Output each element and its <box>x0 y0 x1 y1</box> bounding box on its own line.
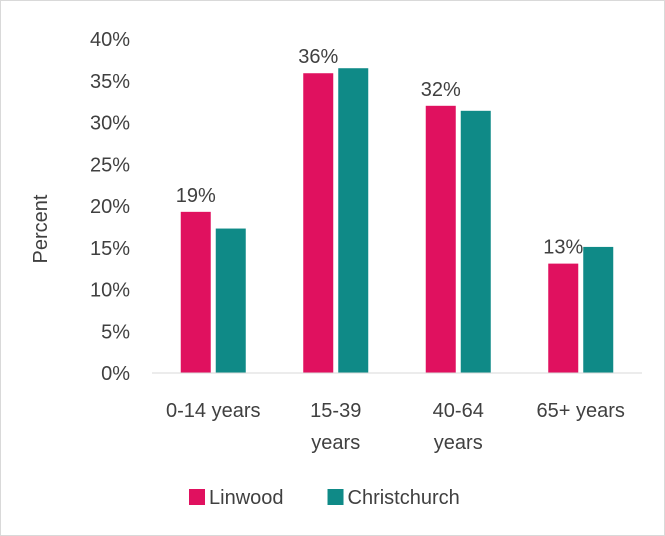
y-axis-ticks: 0% 5% 10% 15% 20% 25% 30% 35% 40% <box>90 29 130 385</box>
bar-linwood <box>548 263 579 373</box>
legend: Linwood Christchurch <box>189 487 460 509</box>
x-tick-label: 0-14 years <box>166 400 261 422</box>
y-tick-label: 10% <box>90 280 130 302</box>
data-label: 19% <box>176 185 216 207</box>
legend-swatch-christchurch <box>327 489 344 505</box>
data-label: 36% <box>298 46 338 68</box>
y-tick-label: 40% <box>90 29 130 51</box>
bar-christchurch <box>460 110 491 373</box>
bar-christchurch <box>215 228 246 373</box>
bar-linwood <box>425 105 456 374</box>
y-tick-label: 20% <box>90 196 130 218</box>
bars <box>180 68 614 374</box>
y-tick-label: 25% <box>90 154 130 176</box>
bar-linwood <box>180 211 211 373</box>
y-tick-label: 15% <box>90 238 130 260</box>
y-tick-label: 35% <box>90 71 130 93</box>
x-tick-label: 65+ years <box>537 400 625 422</box>
data-label: 32% <box>421 79 461 101</box>
x-axis-ticks: 0-14 years 15-39 years 40-64 years 65+ years <box>166 400 625 454</box>
bar-linwood <box>303 73 334 374</box>
legend-swatch-linwood <box>189 489 205 505</box>
bar-christchurch <box>338 68 369 373</box>
x-tick-label: years <box>434 432 483 454</box>
y-axis-label: Percent <box>30 194 52 263</box>
legend-label-linwood: Linwood <box>209 487 284 509</box>
data-labels: 19% 36% 32% 13% <box>176 46 584 258</box>
y-tick-label: 5% <box>101 321 130 343</box>
y-tick-label: 30% <box>90 113 130 135</box>
x-tick-label: 40-64 <box>433 400 484 422</box>
legend-label-christchurch: Christchurch <box>348 487 460 509</box>
x-tick-label: 15-39 <box>310 400 361 422</box>
x-tick-label: years <box>311 432 360 454</box>
bar-christchurch <box>583 246 614 373</box>
y-tick-label: 0% <box>101 363 130 385</box>
data-label: 13% <box>543 237 583 259</box>
